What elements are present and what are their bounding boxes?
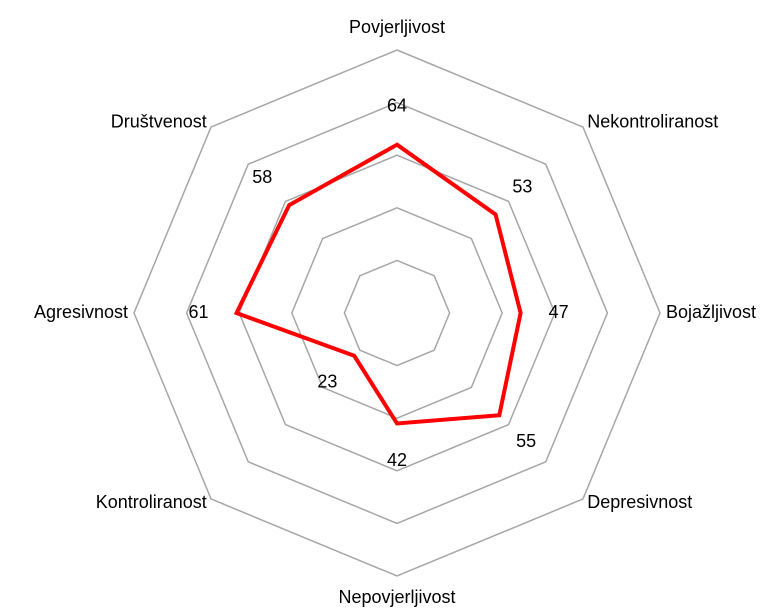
grid-ring xyxy=(290,206,504,420)
grid-ring xyxy=(185,101,609,525)
data-line xyxy=(233,142,523,426)
category-label: Bojažljivost xyxy=(666,302,756,322)
category-label: Društvenost xyxy=(111,112,207,132)
category-label: Agresivnost xyxy=(34,302,128,322)
data-label: 42 xyxy=(387,450,407,470)
data-label: 23 xyxy=(317,371,337,391)
category-label: Povjerljivost xyxy=(349,17,445,37)
category-label: Depresivnost xyxy=(587,492,692,512)
data-label: 55 xyxy=(516,431,536,451)
category-label: Nekontroliranost xyxy=(587,112,718,132)
data-label: 61 xyxy=(189,302,209,322)
grid-ring xyxy=(343,259,451,367)
category-label: Kontroliranost xyxy=(96,492,207,512)
data-label: 58 xyxy=(252,167,272,187)
grid-ring xyxy=(238,154,556,472)
data-label: 47 xyxy=(549,302,569,322)
category-label: Nepovjerljivost xyxy=(338,587,455,607)
grid-ring xyxy=(133,49,661,577)
data-label: 53 xyxy=(512,176,532,196)
data-label: 64 xyxy=(387,95,407,115)
